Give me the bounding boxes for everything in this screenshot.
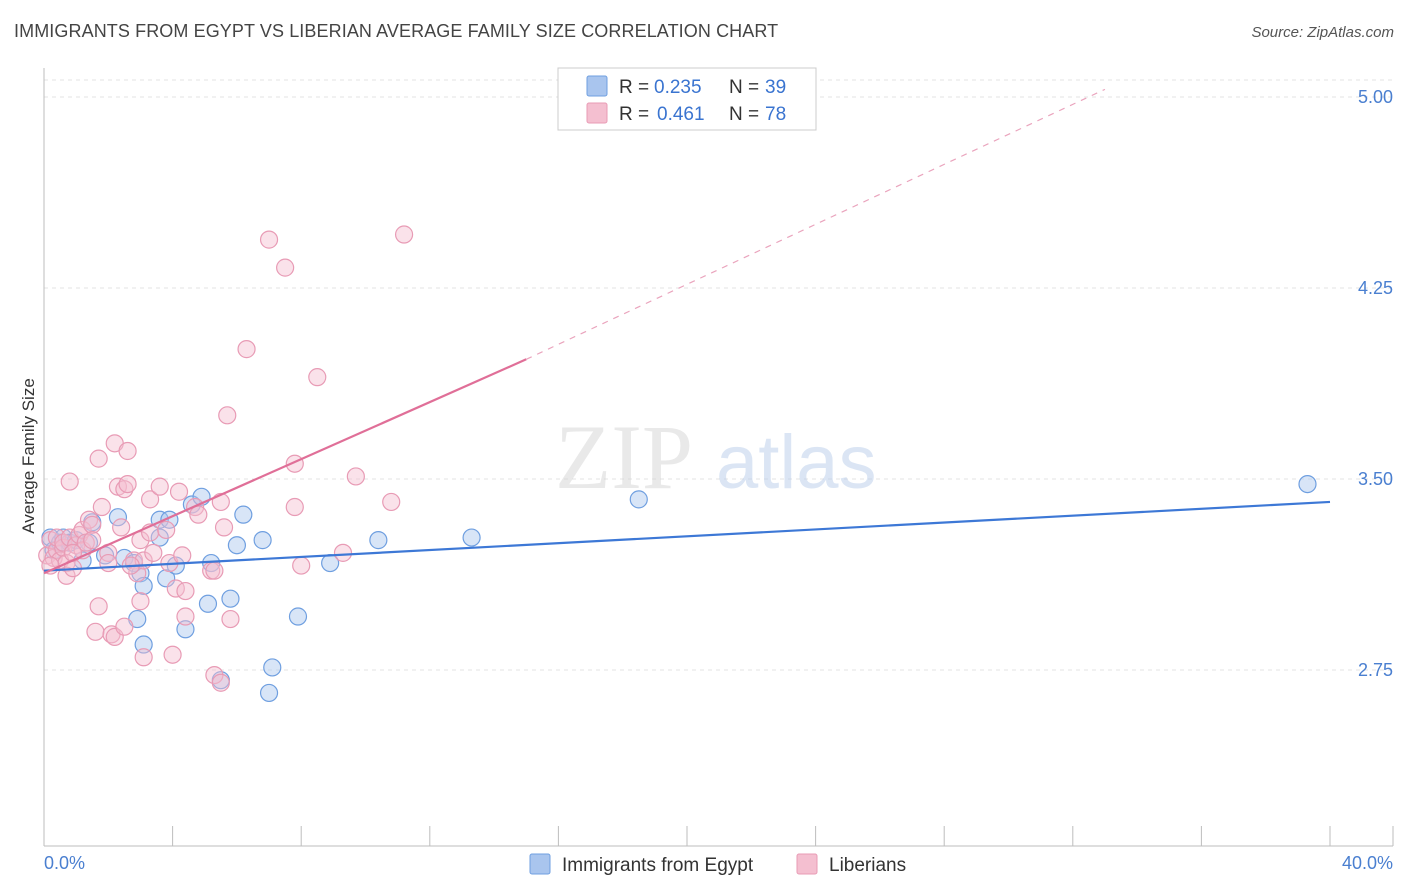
legend-r-value-liberians: 0.461 — [657, 104, 705, 125]
liberians-point — [211, 673, 230, 692]
y-axis-title: Average Family Size — [19, 378, 38, 534]
liberians-point — [276, 258, 295, 277]
liberians-point — [131, 592, 150, 611]
liberians-point — [333, 543, 353, 562]
liberians-point — [112, 518, 131, 537]
y-tick-label: 4.25 — [1358, 278, 1393, 298]
egypt-point — [176, 620, 195, 639]
legend-bottom: Immigrants from Egypt Liberians — [529, 853, 906, 876]
series-egypt-points — [41, 474, 1317, 703]
egypt-point — [462, 528, 481, 547]
egypt-point — [253, 531, 272, 550]
liberians-point — [134, 648, 153, 667]
egypt-trend-line — [43, 500, 1331, 572]
watermark-zip: ZIP — [555, 406, 693, 508]
legend-r-value-egypt: 0.235 — [654, 77, 702, 98]
egypt-point — [263, 658, 282, 677]
liberians-point — [140, 490, 160, 509]
egypt-point — [369, 531, 388, 550]
liberians-point — [308, 368, 327, 387]
liberians-point — [176, 581, 195, 601]
liberians-point — [221, 609, 240, 629]
chart-source: Source: ZipAtlas.com — [1251, 24, 1394, 41]
x-tick-label-max: 40.0% — [1342, 853, 1393, 873]
liberians-point — [89, 449, 108, 468]
liberians-point — [144, 543, 163, 562]
egypt-point — [629, 490, 648, 509]
y-tick-label: 5.00 — [1358, 87, 1393, 107]
liberians-point — [57, 566, 76, 585]
liberians-point — [118, 441, 137, 461]
legend-n-value-egypt: 39 — [765, 77, 786, 98]
liberians-point — [176, 607, 195, 626]
liberians-point — [382, 492, 401, 512]
egypt-point — [234, 505, 253, 524]
liberians-point — [292, 556, 311, 575]
x-axis-ticks — [43, 826, 1394, 846]
liberians-point — [86, 622, 105, 641]
liberians-point — [189, 505, 208, 524]
egypt-point — [227, 536, 246, 555]
y-axis-tick-labels: 2.75 3.50 4.25 5.00 — [1358, 87, 1393, 680]
liberians-point — [285, 497, 304, 517]
egypt-point — [198, 594, 218, 613]
chart-title: IMMIGRANTS FROM EGYPT VS LIBERIAN AVERAG… — [14, 21, 779, 41]
legend-n-label-liberians: N = — [729, 104, 759, 125]
liberians-point — [115, 617, 134, 636]
egypt-point — [288, 607, 308, 626]
legend-n-label-egypt: N = — [729, 77, 759, 98]
liberians-point — [173, 546, 192, 565]
bottom-legend-swatch-egypt — [529, 853, 551, 875]
egypt-point — [221, 589, 240, 608]
liberians-point — [346, 467, 365, 486]
bottom-legend-label-egypt: Immigrants from Egypt — [562, 855, 754, 876]
legend-n-value-liberians: 78 — [765, 104, 786, 125]
series-liberians-points — [38, 225, 414, 692]
trend-lines — [43, 88, 1331, 575]
liberians-point — [150, 477, 169, 496]
liberians-point — [79, 510, 99, 529]
liberians-point — [237, 340, 256, 359]
liberians-point — [99, 553, 118, 573]
liberians-trend-line — [43, 358, 527, 575]
legend-r-label-liberians: R = — [619, 104, 649, 125]
egypt-point — [108, 508, 128, 527]
bottom-legend-swatch-liberians — [796, 853, 818, 875]
y-tick-label: 3.50 — [1358, 469, 1393, 489]
liberians-point — [169, 482, 189, 501]
liberians-point — [205, 561, 224, 580]
liberians-point — [259, 230, 279, 249]
liberians-point — [92, 497, 111, 517]
gridlines — [44, 79, 1393, 671]
egypt-point — [259, 683, 279, 703]
egypt-point — [1298, 474, 1317, 494]
liberians-point — [118, 474, 137, 494]
watermark-atlas: atlas — [716, 420, 877, 505]
liberians-point — [83, 515, 102, 534]
liberians-point — [89, 597, 108, 616]
liberians-point — [205, 665, 224, 685]
liberians-point — [214, 518, 234, 537]
liberians-point — [60, 472, 79, 491]
legend-top: R = 0.235 N = 39 R = 0.461 N = 78 — [557, 67, 817, 131]
y-tick-label: 2.75 — [1358, 660, 1393, 680]
liberians-point — [115, 480, 134, 499]
egypt-point — [150, 528, 169, 547]
legend-r-label-egypt: R = — [619, 77, 649, 98]
liberians-point — [218, 406, 237, 425]
liberians-point — [157, 520, 176, 540]
liberians-point — [394, 225, 414, 244]
liberians-point — [83, 531, 102, 550]
legend-swatch-liberians — [586, 102, 608, 124]
watermark: ZIP atlas — [555, 406, 877, 508]
liberians-trend-extension — [525, 88, 1106, 360]
x-tick-label-min: 0.0% — [44, 853, 85, 873]
liberians-point — [163, 645, 182, 664]
legend-swatch-egypt — [586, 75, 608, 97]
egypt-point — [134, 635, 153, 654]
bottom-legend-label-liberians: Liberians — [829, 855, 906, 876]
